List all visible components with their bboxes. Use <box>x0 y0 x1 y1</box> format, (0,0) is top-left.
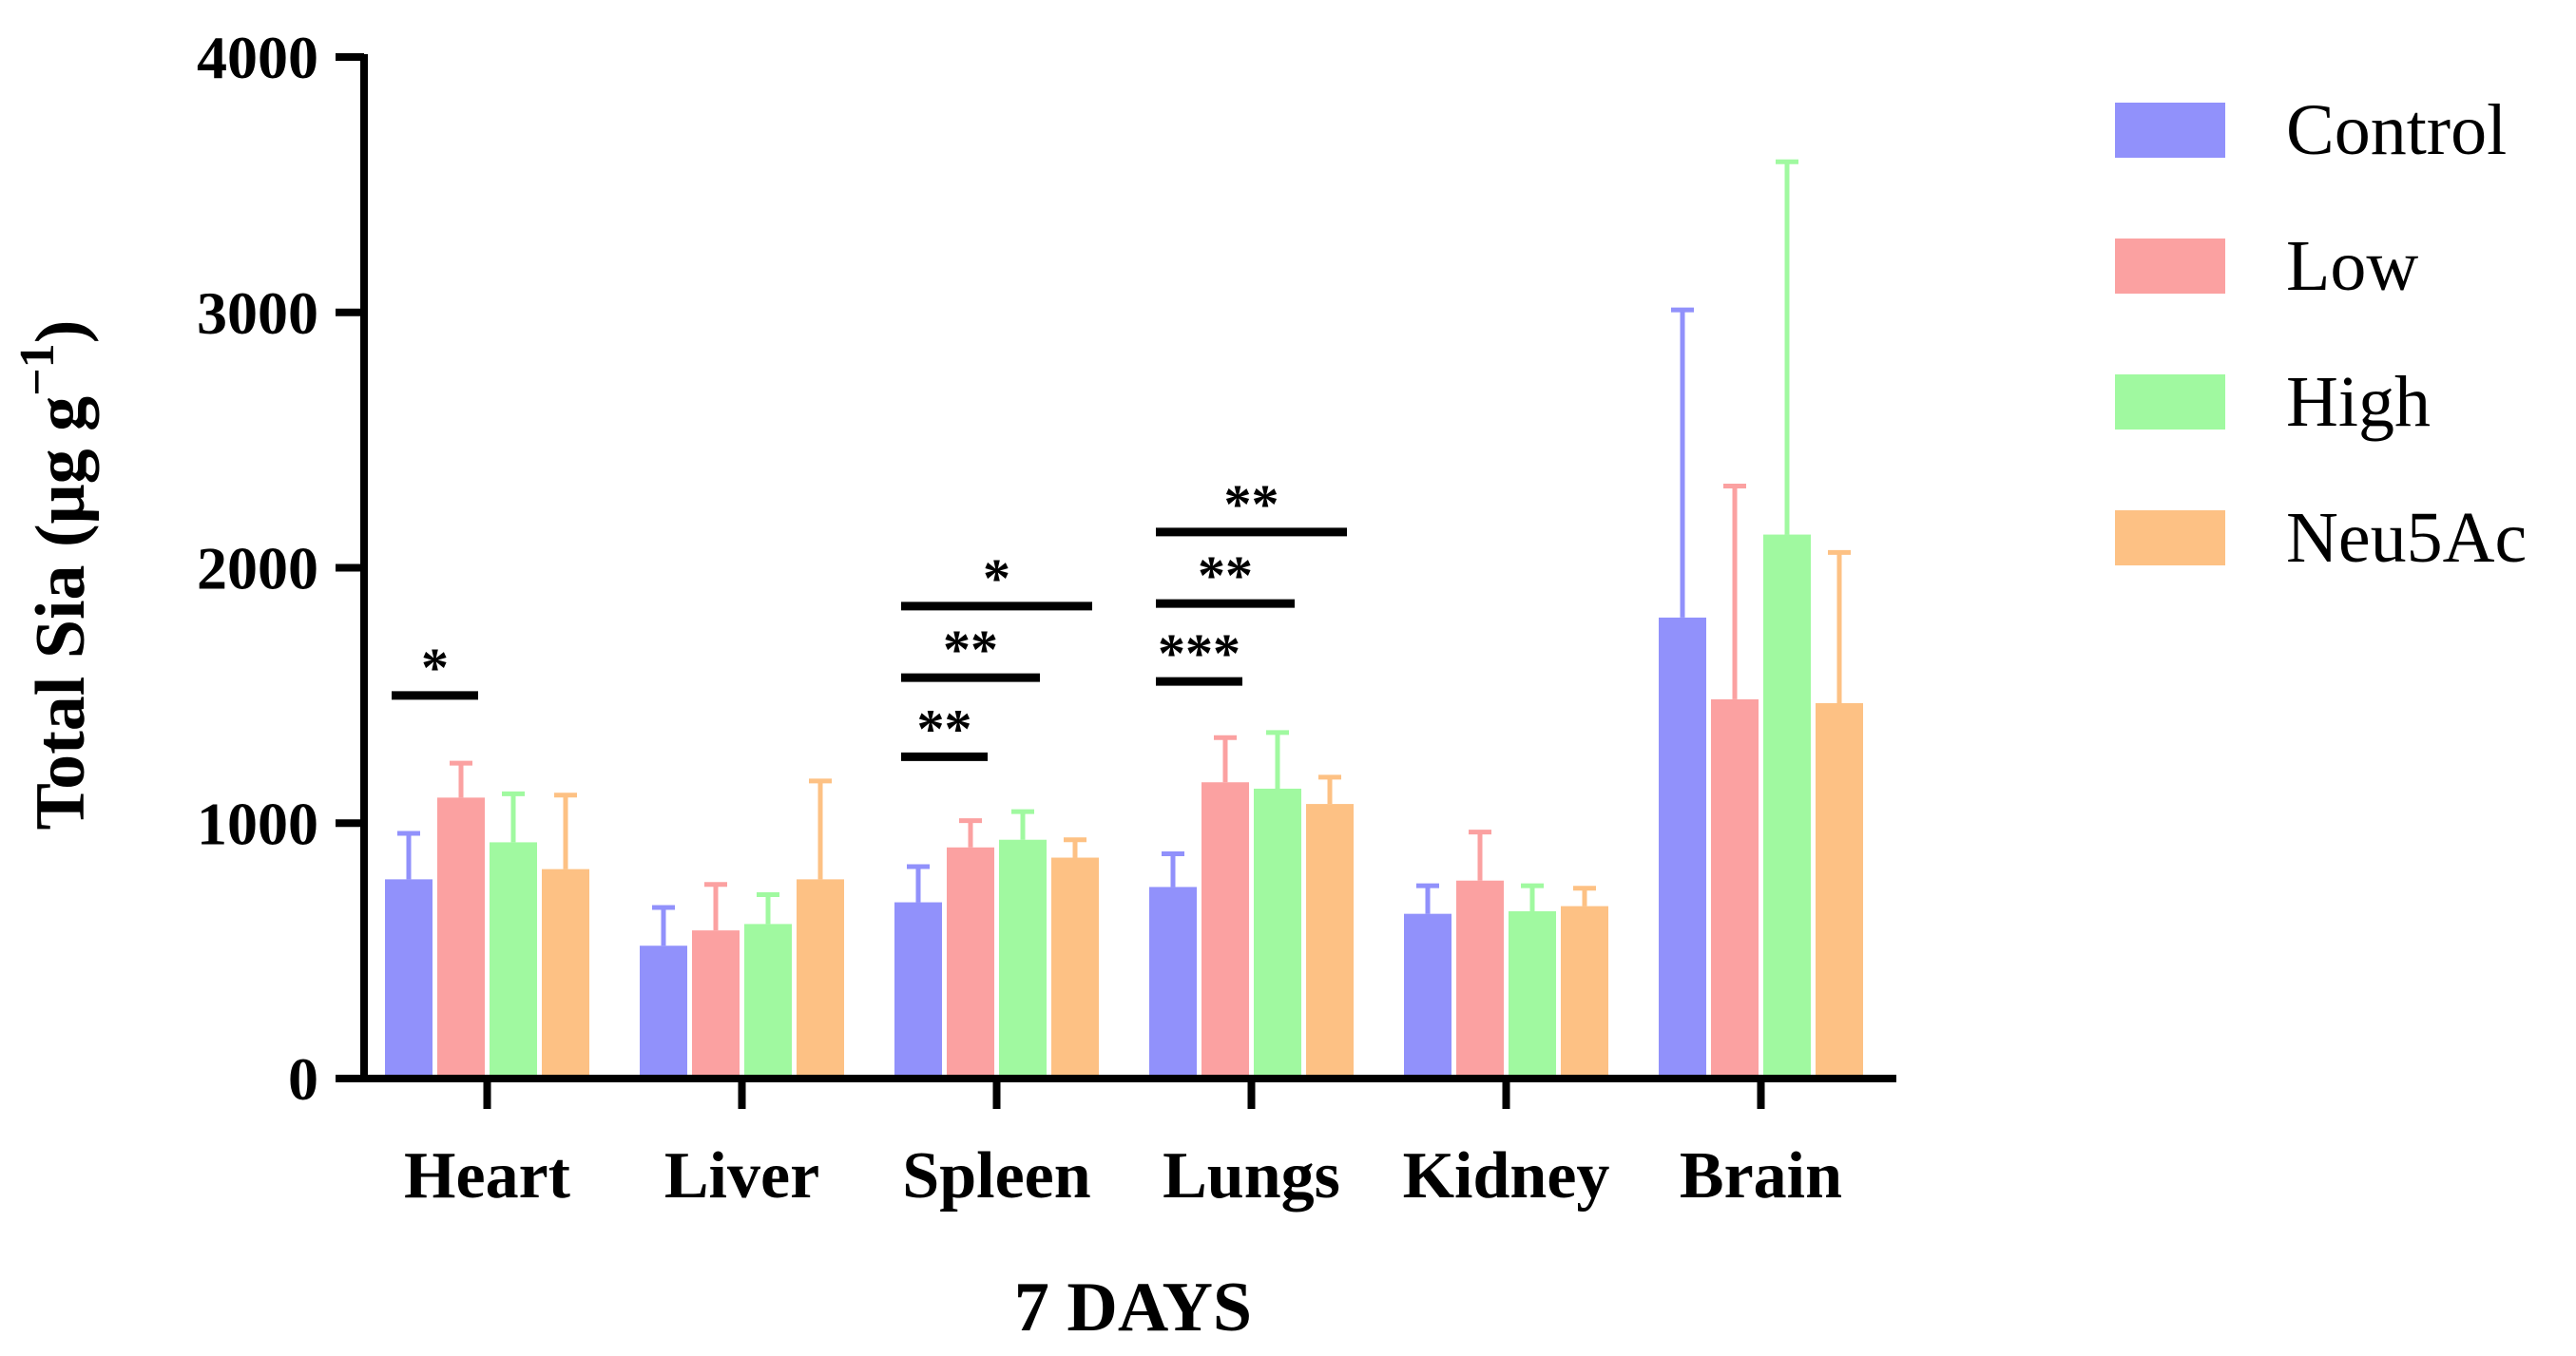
bar-low-spleen <box>947 847 994 1079</box>
bar-high-liver <box>744 924 792 1079</box>
bar-neu5ac-heart <box>542 869 589 1079</box>
y-tick-label-0: 0 <box>288 1045 318 1113</box>
x-tick-label-kidney: Kidney <box>1403 1139 1610 1213</box>
legend-swatch-control <box>2115 103 2225 158</box>
legend-label-low: Low <box>2286 226 2418 306</box>
axes-layer: 0 1000 2000 3000 4000 Heart Liver Spleen Lungs Ki… <box>197 24 1896 1213</box>
significance-layer: ************* <box>392 473 1347 761</box>
bars-layer <box>385 534 1863 1079</box>
significance-label-2: ** <box>943 619 998 680</box>
legend-label-control: Control <box>2286 90 2507 170</box>
y-tick-label-4000: 4000 <box>197 24 318 91</box>
bar-control-brain <box>1659 617 1706 1079</box>
x-tick-label-heart: Heart <box>404 1139 570 1213</box>
bar-control-kidney <box>1404 913 1451 1079</box>
bar-control-liver <box>640 945 687 1079</box>
x-tick-label-liver: Liver <box>664 1139 819 1213</box>
y-tick-label-3000: 3000 <box>197 279 318 347</box>
significance-label-5: ** <box>1198 544 1253 606</box>
x-tick-label-lungs: Lungs <box>1163 1139 1340 1213</box>
significance-label-1: ** <box>917 697 972 759</box>
bar-high-heart <box>490 842 537 1079</box>
y-tick-label-2000: 2000 <box>197 535 318 602</box>
legend-label-neu5ac: Neu5Ac <box>2286 498 2527 578</box>
significance-label-4: *** <box>1158 622 1240 684</box>
bar-low-kidney <box>1456 880 1504 1079</box>
bar-high-kidney <box>1509 910 1556 1079</box>
y-axis-title-superscript: −1 <box>10 343 65 396</box>
y-axis-title-close: ) <box>22 320 100 344</box>
y-axis-title: Total Sia (μg g−1) <box>10 320 100 831</box>
bar-neu5ac-lungs <box>1306 804 1354 1079</box>
significance-label-0: * <box>421 637 449 698</box>
error-bars-layer <box>397 159 1851 946</box>
bar-control-lungs <box>1149 887 1197 1079</box>
legend-label-high: High <box>2286 362 2431 442</box>
y-tick-label-1000: 1000 <box>197 790 318 857</box>
y-axis-title-main: Total Sia (μg g <box>22 396 100 831</box>
bar-low-brain <box>1711 698 1759 1079</box>
x-tick-label-spleen: Spleen <box>902 1139 1090 1213</box>
legend-swatch-neu5ac <box>2115 510 2225 565</box>
bar-low-lungs <box>1201 782 1249 1079</box>
bar-neu5ac-kidney <box>1561 906 1608 1079</box>
legend-swatch-low <box>2115 239 2225 294</box>
bar-control-heart <box>385 879 433 1079</box>
legend: Control Low High Neu5Ac <box>2115 90 2527 578</box>
bar-neu5ac-spleen <box>1051 857 1099 1079</box>
bar-control-spleen <box>894 902 942 1079</box>
bar-neu5ac-liver <box>797 879 844 1079</box>
legend-swatch-high <box>2115 374 2225 430</box>
bar-high-lungs <box>1254 788 1301 1079</box>
bar-low-liver <box>692 930 740 1079</box>
bar-high-spleen <box>999 839 1047 1079</box>
bar-low-heart <box>437 797 485 1079</box>
significance-label-6: ** <box>1224 473 1279 535</box>
bar-high-brain <box>1763 534 1811 1079</box>
significance-label-3: * <box>983 547 1010 609</box>
x-tick-label-brain: Brain <box>1680 1139 1842 1213</box>
bar-neu5ac-brain <box>1816 702 1863 1079</box>
x-axis-title: 7 DAYS <box>1014 1269 1252 1346</box>
